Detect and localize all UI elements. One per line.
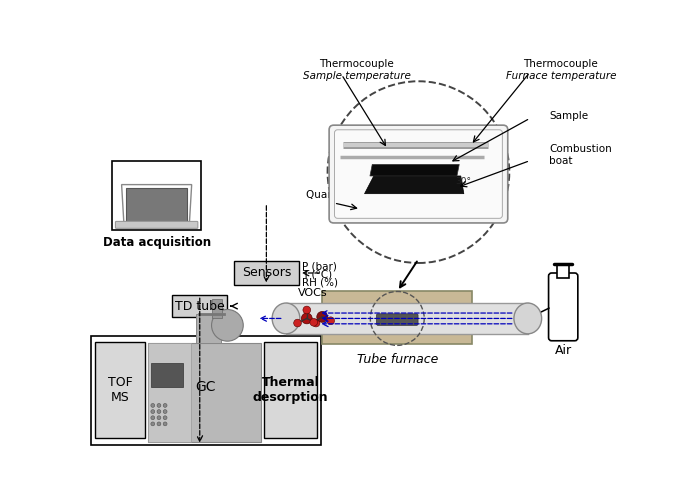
Text: Sensors: Sensors: [242, 267, 291, 280]
Circle shape: [157, 416, 161, 420]
Text: Thermocouple: Thermocouple: [319, 59, 394, 70]
Bar: [126, 187, 187, 224]
Circle shape: [157, 410, 161, 413]
Ellipse shape: [514, 303, 542, 334]
Bar: [148, 343, 262, 442]
Text: VOCs: VOCs: [298, 288, 327, 298]
Circle shape: [303, 306, 310, 314]
Circle shape: [316, 311, 327, 322]
Polygon shape: [370, 164, 459, 176]
Bar: [196, 313, 221, 343]
Circle shape: [301, 313, 312, 324]
Text: Thermocouple: Thermocouple: [523, 59, 598, 70]
Text: Combustion
boat: Combustion boat: [549, 144, 612, 166]
Text: Thermal
desorption: Thermal desorption: [253, 375, 328, 404]
Circle shape: [163, 410, 167, 413]
Bar: [172, 295, 227, 317]
Text: RH (%): RH (%): [302, 277, 338, 287]
Circle shape: [163, 416, 167, 420]
Text: Furnace temperature: Furnace temperature: [506, 71, 616, 81]
FancyBboxPatch shape: [116, 221, 198, 228]
Bar: [212, 299, 222, 319]
Circle shape: [327, 317, 334, 325]
Text: P (bar): P (bar): [302, 262, 337, 272]
Text: Sample: Sample: [549, 111, 588, 121]
Text: Data acquisition: Data acquisition: [103, 236, 211, 249]
Bar: [112, 161, 201, 230]
Circle shape: [151, 416, 155, 420]
Bar: [151, 363, 183, 388]
Circle shape: [157, 422, 161, 426]
FancyBboxPatch shape: [329, 125, 508, 223]
Text: 30°: 30°: [456, 177, 471, 186]
Text: Air: Air: [555, 344, 572, 357]
Bar: [234, 261, 299, 285]
FancyBboxPatch shape: [377, 314, 418, 326]
Bar: [322, 291, 473, 344]
Text: T (°C): T (°C): [302, 270, 332, 280]
FancyBboxPatch shape: [334, 130, 502, 218]
Text: Quartz tube: Quartz tube: [306, 190, 369, 200]
Text: GC: GC: [196, 380, 216, 394]
Text: Tube furnace: Tube furnace: [357, 353, 438, 366]
Bar: [286, 303, 527, 334]
Bar: [557, 265, 569, 278]
Ellipse shape: [272, 303, 300, 334]
Circle shape: [212, 309, 243, 341]
Circle shape: [294, 319, 301, 327]
Bar: [264, 342, 316, 438]
Bar: [148, 343, 191, 442]
Bar: [95, 342, 145, 438]
Text: Sample temperature: Sample temperature: [303, 71, 411, 81]
Circle shape: [151, 410, 155, 413]
Circle shape: [151, 422, 155, 426]
Polygon shape: [364, 176, 464, 194]
FancyBboxPatch shape: [549, 273, 578, 341]
Circle shape: [312, 319, 320, 327]
Circle shape: [151, 404, 155, 407]
Circle shape: [157, 404, 161, 407]
Circle shape: [163, 404, 167, 407]
Text: TOF
MS: TOF MS: [108, 375, 132, 404]
Circle shape: [310, 319, 318, 326]
Text: TD tube: TD tube: [175, 299, 225, 312]
Bar: [91, 336, 321, 446]
Circle shape: [163, 422, 167, 426]
